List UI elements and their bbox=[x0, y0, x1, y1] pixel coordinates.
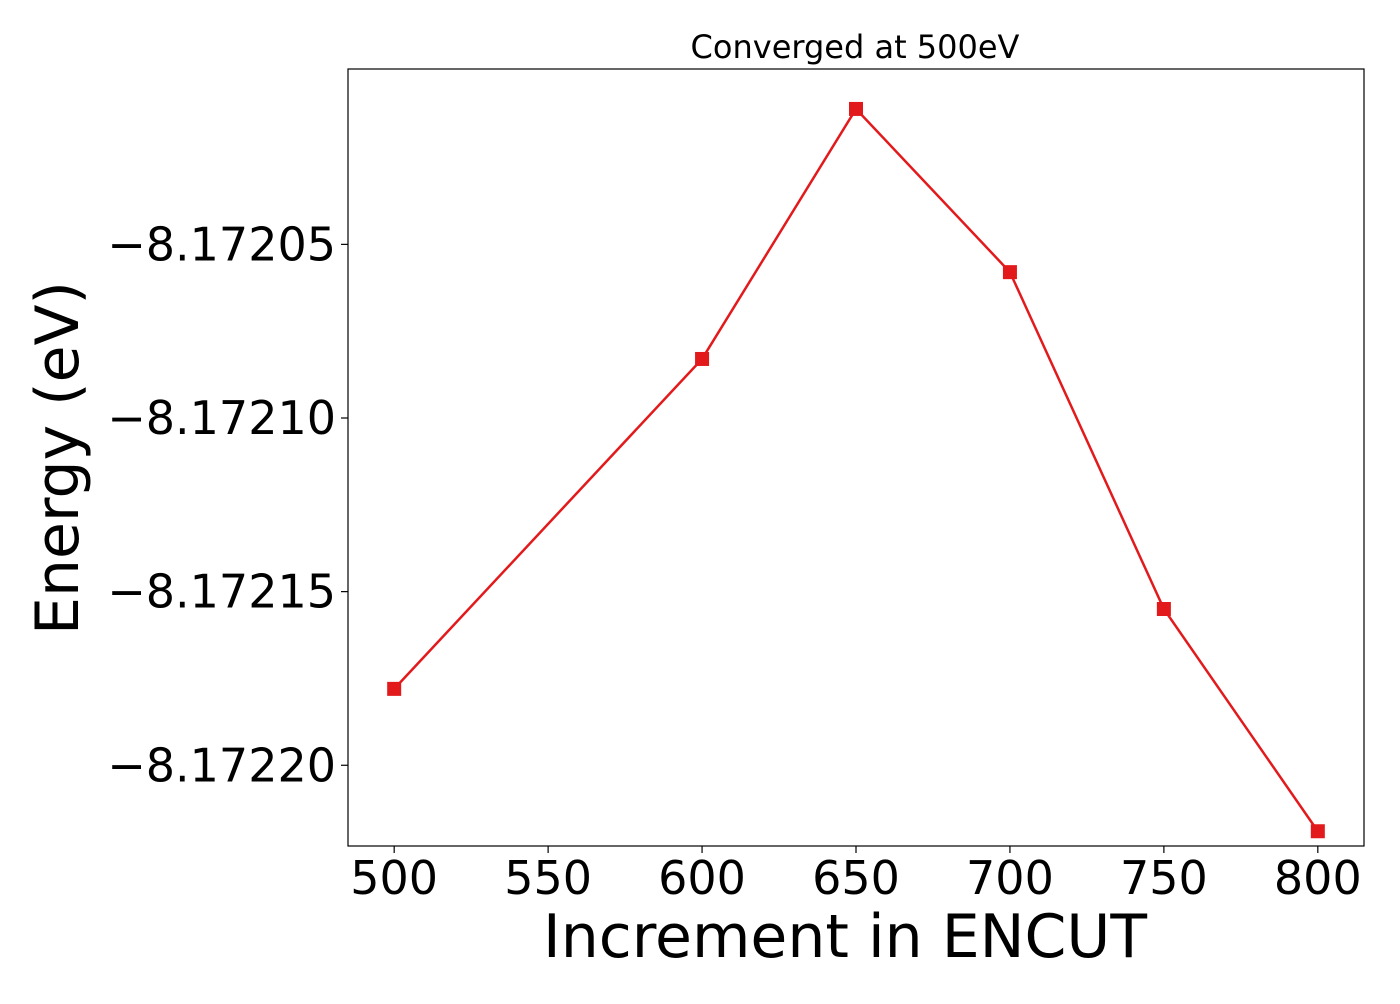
data-point-marker bbox=[1156, 601, 1171, 616]
x-tick-label: 650 bbox=[812, 851, 900, 905]
plot-frame bbox=[347, 68, 1365, 847]
data-point-marker bbox=[1310, 824, 1325, 839]
y-axis-label: Energy (eV) bbox=[23, 281, 93, 635]
y-tick-label: −8.17220 bbox=[107, 738, 336, 792]
x-tick-label: 750 bbox=[1120, 851, 1208, 905]
x-tick-label: 600 bbox=[658, 851, 746, 905]
y-tick-label: −8.17215 bbox=[107, 565, 336, 619]
data-point-marker bbox=[387, 681, 402, 696]
x-axis-label: Increment in ENCUT bbox=[543, 902, 1147, 972]
x-tick-label: 800 bbox=[1274, 851, 1362, 905]
y-tick-label: −8.17205 bbox=[107, 217, 336, 271]
data-point-marker bbox=[695, 351, 710, 366]
y-axis-ticks: −8.17205 −8.17210 −8.17215 −8.17220 bbox=[107, 217, 348, 792]
x-tick-label: 700 bbox=[966, 851, 1054, 905]
x-tick-label: 550 bbox=[504, 851, 592, 905]
y-tick-label: −8.17210 bbox=[107, 391, 336, 445]
x-axis-ticks: 500 550 600 650 700 750 800 bbox=[350, 846, 1362, 905]
data-point-marker bbox=[849, 101, 863, 116]
data-point-marker bbox=[1002, 265, 1017, 280]
series-line bbox=[393, 106, 1319, 832]
chart-title: Converged at 500eV bbox=[691, 28, 1020, 66]
series-layer bbox=[387, 101, 1325, 839]
x-tick-label: 500 bbox=[350, 851, 438, 905]
